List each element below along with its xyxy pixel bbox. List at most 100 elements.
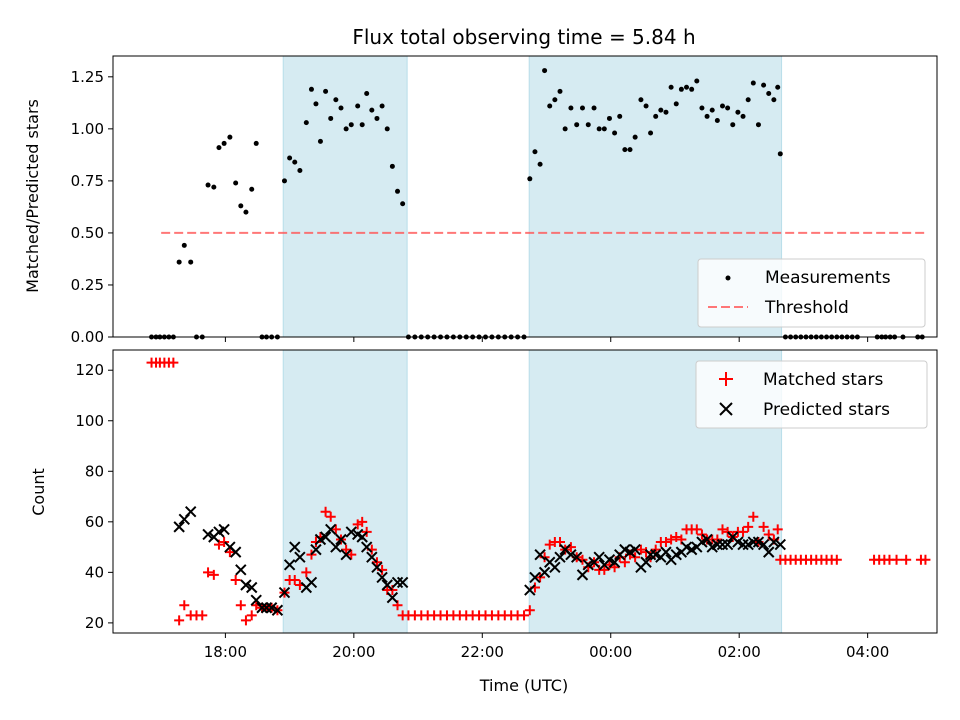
measurement-point [532,149,538,155]
matched-star-marker [325,511,336,522]
measurement-point [771,97,777,103]
measurement-point [568,105,574,111]
predicted-star-marker [640,556,652,568]
matched-star-marker [289,574,300,585]
measurement-point [384,126,390,132]
predicted-star-marker [256,602,268,614]
measurement-point [678,86,684,92]
matched-star-marker [519,610,530,621]
predicted-star-marker [768,536,780,548]
measurement-point [653,113,659,119]
predicted-star-marker [593,551,605,563]
measurement-point [704,113,710,119]
predicted-star-marker [345,526,357,538]
measurement-point [238,203,244,209]
measurement-point [227,134,233,140]
top-ytick-label: 0.25 [71,276,104,294]
matched-star-marker [758,521,769,532]
top-ytick-label: 0.50 [71,224,104,242]
predicted-star-marker [396,576,409,589]
predicted-star-marker [565,548,577,561]
measurement-point [303,120,309,126]
predicted-star-marker [173,521,185,533]
predicted-star-marker [371,561,383,574]
measurement-point [606,115,612,121]
measurement-point [176,259,182,265]
matched-star-marker [772,524,783,535]
predicted-star-marker [538,566,551,579]
matched-star-marker [831,554,842,565]
measurement-point [537,161,543,167]
measurement-point [601,126,607,132]
measurement-point [348,122,354,128]
matched-star-marker [599,564,610,575]
measurement-point [735,109,741,115]
top-ytick-label: 0.75 [71,172,104,190]
matched-star-marker [246,610,257,621]
predicted-star-marker [265,602,278,614]
measurement-point [740,113,746,119]
top-plot-frame [112,55,938,338]
measurement-point [775,84,781,90]
bottom-legend-box [695,360,928,429]
predicted-star-marker [381,579,393,591]
top-ytick-label: 1.00 [71,120,104,138]
measurement-point [638,97,644,103]
measurement-point [395,188,401,194]
matched-star-marker [330,524,341,535]
bottom-ytick-label: 100 [75,412,104,430]
predicted-star-marker [774,538,786,551]
predicted-star-marker [608,556,621,568]
bottom-plot-frame [112,349,938,634]
measurement-point [617,113,623,119]
measurement-point [658,107,664,113]
predicted-star-marker [250,594,262,606]
measurement-point [527,176,533,182]
predicted-star-marker [260,602,273,614]
measurement-point [673,101,679,107]
predicted-star-marker [747,536,760,548]
measurement-point [338,105,344,111]
measurement-point [369,107,375,113]
legend-predicted-label: Predicted stars [763,400,890,420]
measurement-point [359,122,365,128]
predicted-star-marker [660,546,672,558]
predicted-star-marker [701,533,713,546]
predicted-star-marker [319,531,332,543]
predicted-star-marker [246,581,258,594]
bottom-xtick-label: 02:00 [718,643,761,661]
measurement-point [400,201,406,207]
measurement-point [547,103,553,109]
predicted-star-marker [185,506,197,518]
measurement-point [622,147,628,153]
measurement-point [308,86,314,92]
measurement-point [557,88,563,94]
measurement-point [714,118,720,124]
measurement-point [719,103,725,109]
measurement-point [627,147,633,153]
matched-star-marker [722,526,733,537]
matched-star-marker [357,516,368,527]
measurement-point [579,105,585,111]
matched-star-marker [671,531,682,542]
measurement-point [389,163,395,169]
top-ytick-label: 1.25 [71,68,104,86]
top-ytick-label: 0.00 [71,328,104,346]
measurement-point [591,105,597,111]
matched-star-marker [660,537,671,548]
predicted-star-marker [524,584,536,596]
top-shaded-region-0 [282,55,408,338]
matched-star-marker [635,544,646,555]
measurement-point [379,103,385,109]
predicted-star-marker [644,548,657,561]
top-axes: 0.00 0.25 0.50 0.75 1.00 1.25 [71,55,938,346]
bottom-legend: Matched stars Predicted stars [695,360,928,429]
measurement-point [777,151,783,157]
measurement-point [205,182,211,188]
predicted-star-marker [576,569,589,581]
bottom-xtick-label: 20:00 [332,643,375,661]
matched-star-marker [219,537,230,548]
matched-star-marker [717,524,728,535]
predicted-star-marker [763,546,775,558]
